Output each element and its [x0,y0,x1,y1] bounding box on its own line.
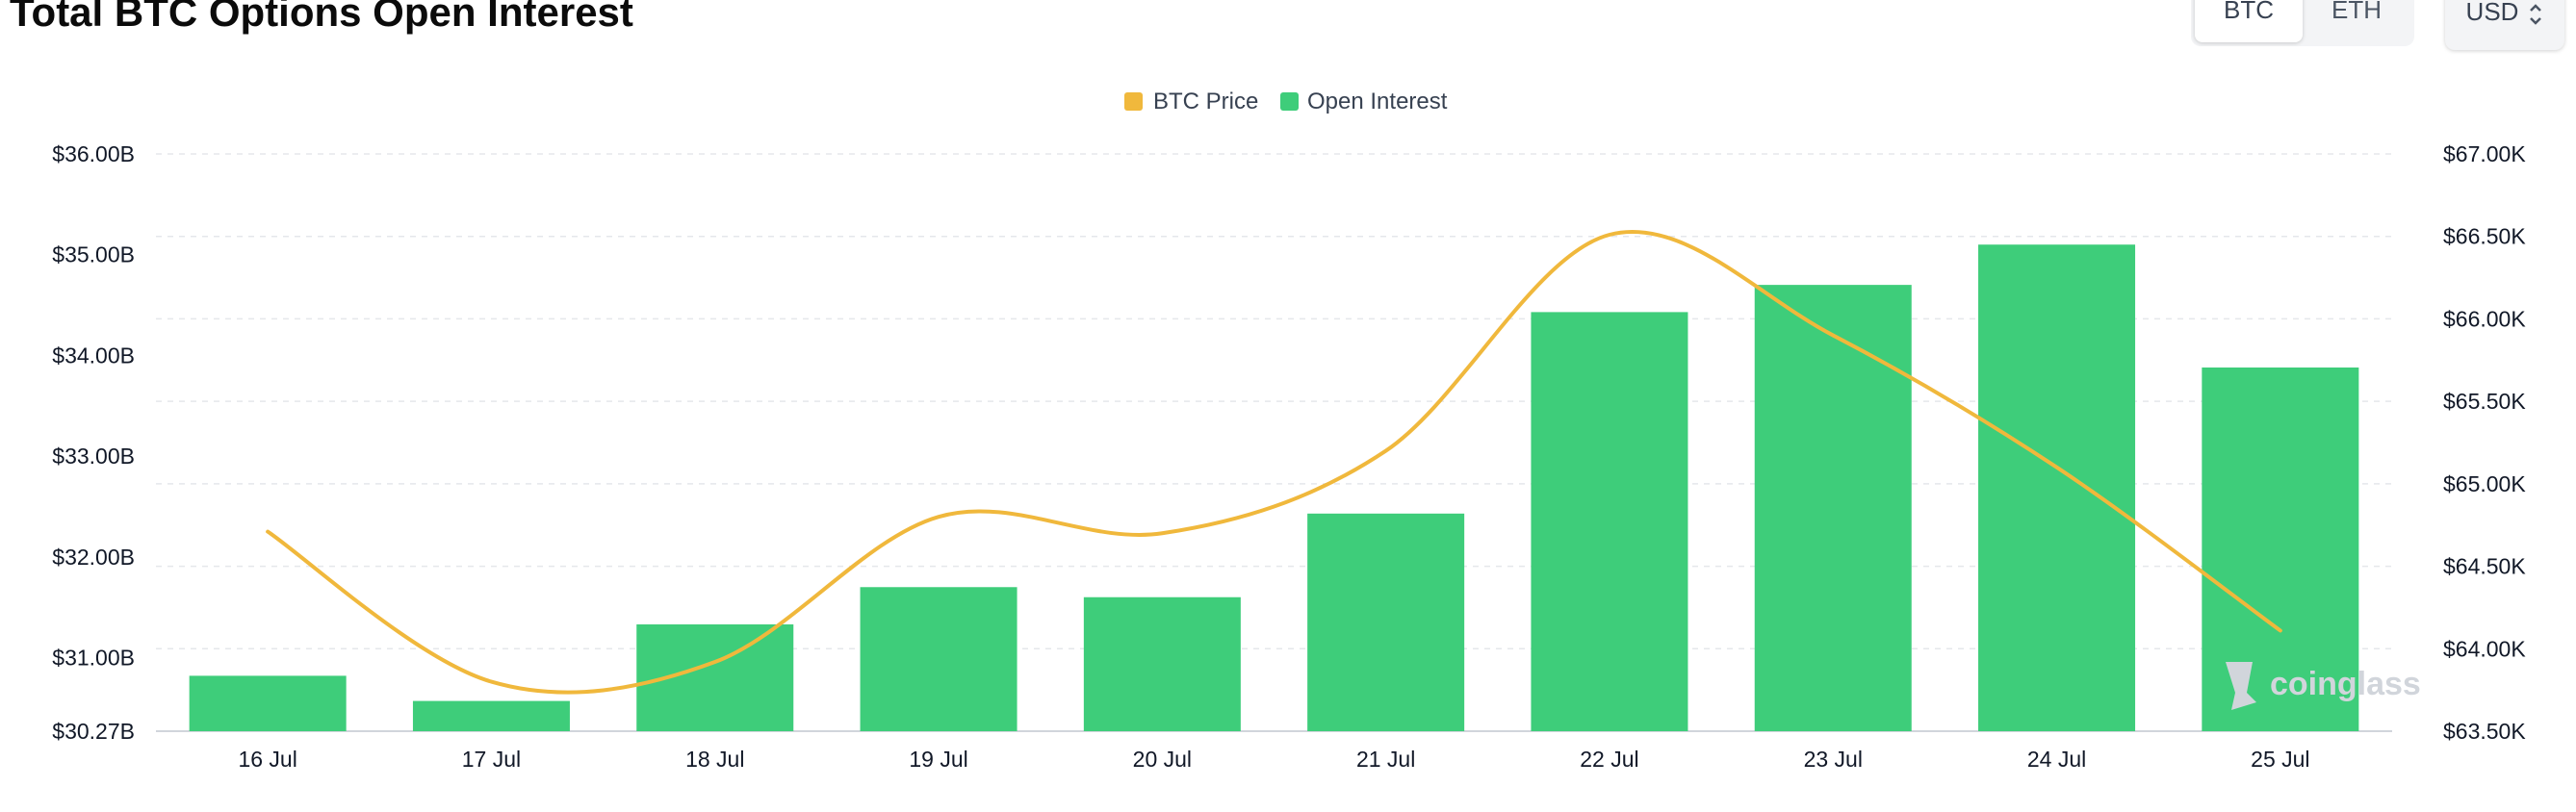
left-axis-tick-label: $32.00B [52,545,135,570]
x-axis-tick-label: 17 Jul [462,747,521,772]
right-axis-tick-label: $65.00K [2443,471,2526,496]
x-axis-tick-label: 18 Jul [685,747,744,772]
coinglass-logo-icon [2226,662,2256,710]
open-interest-bar[interactable] [1754,285,1912,731]
chevron-up-down-icon [2528,2,2543,27]
tab-eth[interactable]: ETH [2303,0,2410,42]
x-axis-tick-label: 23 Jul [1804,747,1863,772]
x-axis-tick-label: 24 Jul [2027,747,2086,772]
watermark-text: coinglass [2270,666,2421,702]
right-axis-tick-label: $67.00K [2443,141,2526,166]
open-interest-bar[interactable] [2202,367,2359,731]
x-axis-tick-label: 16 Jul [238,747,296,772]
left-axis-tick-label: $34.00B [52,343,135,368]
coinglass-watermark: coinglass [2226,662,2421,710]
legend-swatch [1124,92,1143,111]
x-axis-tick-label: 21 Jul [1356,747,1415,772]
open-interest-bar[interactable] [1083,596,1241,731]
open-interest-bar[interactable] [412,700,570,731]
open-interest-bar[interactable] [1307,513,1465,731]
open-interest-bar[interactable] [860,587,1018,731]
left-axis-tick-label: $35.00B [52,242,135,267]
legend-label[interactable]: Open Interest [1307,89,1448,114]
x-axis-tick-label: 22 Jul [1580,747,1638,772]
btc-price-line[interactable] [266,230,2282,695]
right-axis: $63.50K $64.00K $64.50K $65.00K $65.50K $66.0… [2443,141,2526,744]
x-axis-tick-label: 19 Jul [909,747,967,772]
page-title: Total BTC Options Open Interest [10,0,633,35]
left-axis: $30.27B $31.00B $32.00B $33.00B $34.00B $35.0… [52,141,135,744]
open-interest-bar[interactable] [189,675,347,731]
right-axis-tick-label: $63.50K [2443,719,2526,744]
asset-toggle: BTC ETH [2191,0,2414,46]
right-axis-tick-label: $65.50K [2443,389,2526,414]
left-axis-tick-label: $33.00B [52,444,135,469]
right-axis-tick-label: $64.50K [2443,554,2526,579]
right-axis-tick-label: $64.00K [2443,636,2526,661]
open-interest-bars [189,244,2359,731]
right-axis-tick-label: $66.50K [2443,224,2526,249]
legend-swatch [1280,92,1299,111]
legend-label[interactable]: BTC Price [1153,89,1258,114]
currency-value: USD [2465,0,2519,26]
open-interest-bar[interactable] [1978,244,2136,731]
currency-select[interactable]: USD [2445,0,2564,50]
x-axis-tick-label: 20 Jul [1133,747,1192,772]
right-axis-tick-label: $66.00K [2443,306,2526,331]
left-axis-tick-label: $30.27B [52,719,135,744]
x-axis-tick-label: 25 Jul [2251,747,2309,772]
left-axis-tick-label: $36.00B [52,141,135,166]
btc-price-line-layer [266,230,2282,695]
x-axis: 16 Jul 17 Jul 18 Jul 19 Jul 20 Jul 21 Jul 22 J… [238,747,2309,772]
open-interest-bar[interactable] [1531,312,1688,731]
legend: BTC Price Open Interest [1124,89,1448,114]
left-axis-tick-label: $31.00B [52,646,135,671]
tab-btc[interactable]: BTC [2195,0,2303,42]
